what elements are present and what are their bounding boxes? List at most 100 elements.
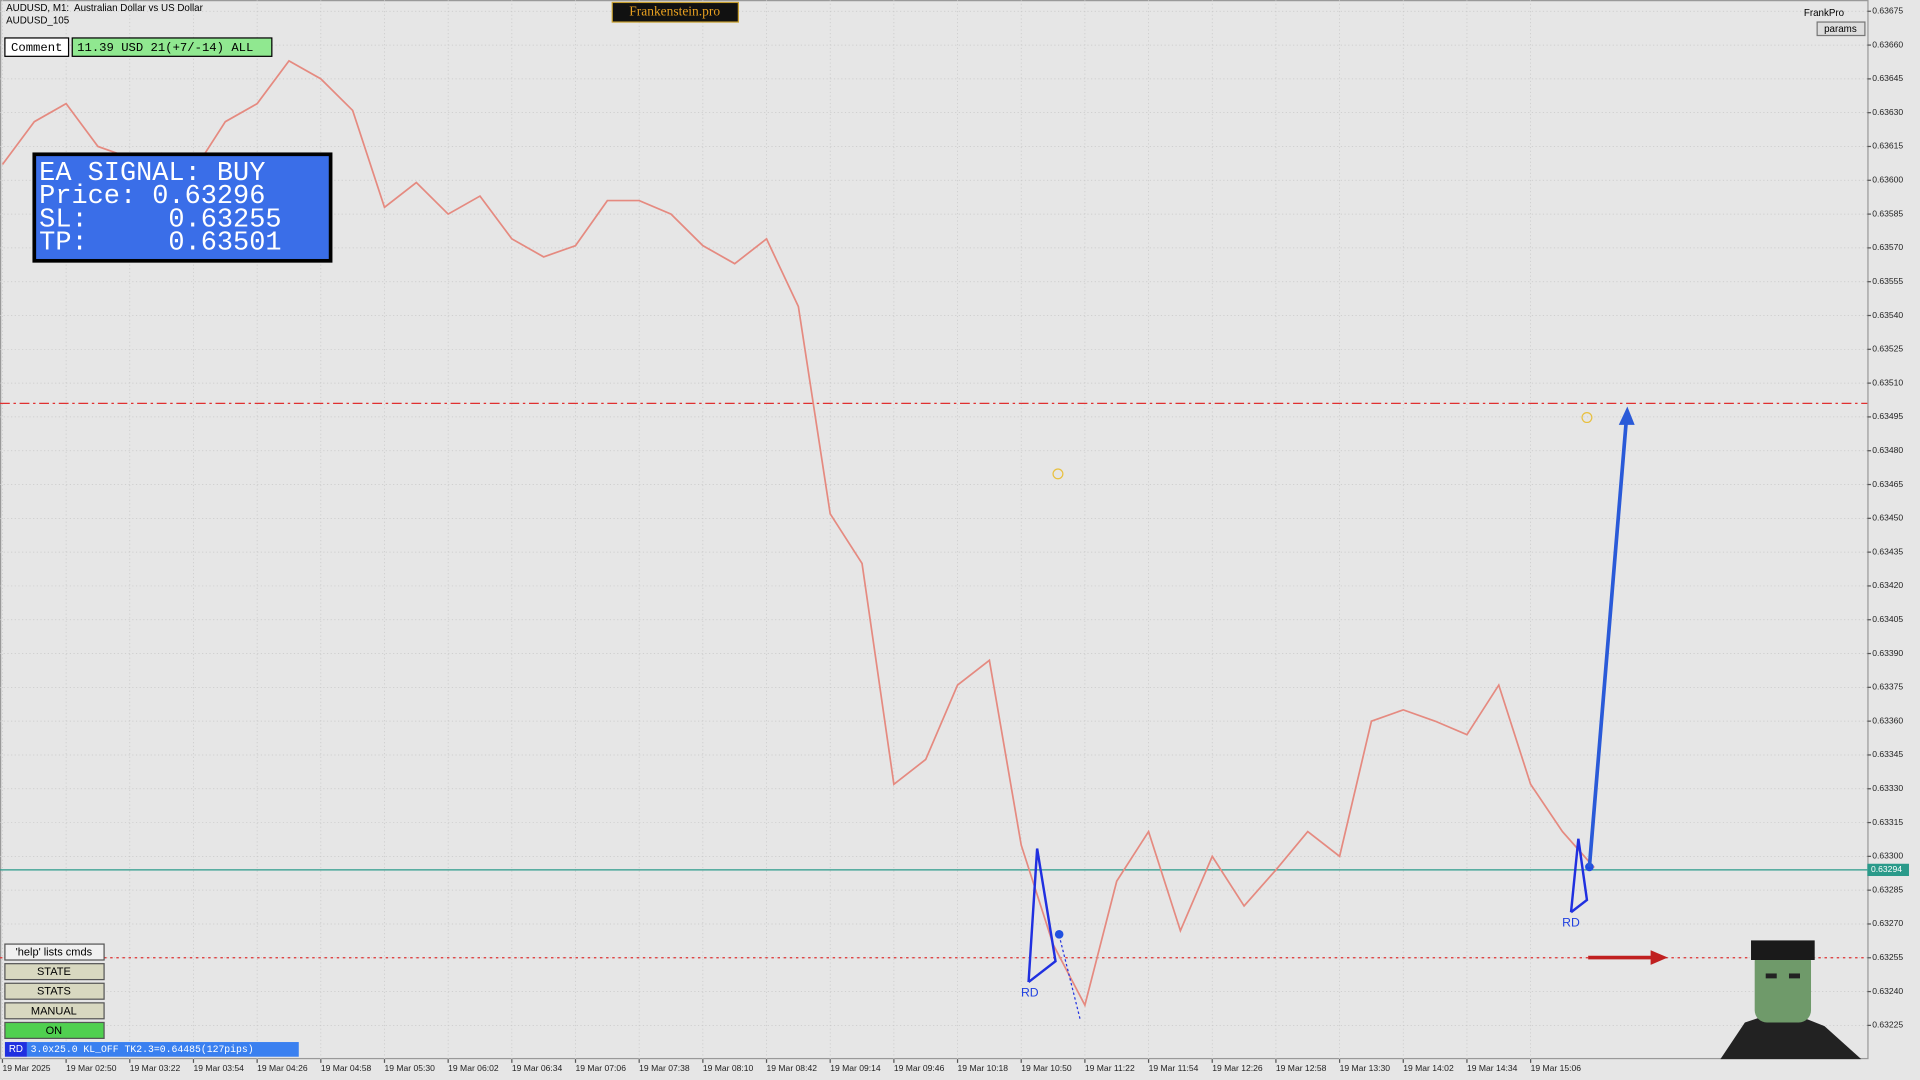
manual-label[interactable]: MANUAL bbox=[31, 1005, 77, 1017]
x-tick-label: 19 Mar 13:30 bbox=[1340, 1063, 1391, 1073]
x-tick-label: 19 Mar 14:34 bbox=[1467, 1063, 1518, 1073]
y-tick-label: 0.63480 bbox=[1872, 445, 1903, 455]
y-tick-label: 0.63420 bbox=[1872, 580, 1903, 590]
x-tick-label: 19 Mar 06:02 bbox=[448, 1063, 499, 1073]
signal-line: Price: 0.63296 bbox=[39, 182, 265, 212]
signal-line: EA SIGNAL: BUY bbox=[39, 159, 265, 189]
x-tick-label: 19 Mar 09:14 bbox=[830, 1063, 881, 1073]
on-button[interactable] bbox=[4, 1021, 105, 1039]
stats-button[interactable] bbox=[4, 982, 105, 1000]
status-tag-box bbox=[4, 1042, 27, 1057]
y-tick-label: 0.63285 bbox=[1872, 884, 1903, 894]
y-tick-label: 0.63360 bbox=[1872, 715, 1903, 725]
y-tick-label: 0.63435 bbox=[1872, 546, 1903, 556]
sl-arrow-head bbox=[1650, 950, 1668, 965]
x-tick-label: 19 Mar 05:30 bbox=[384, 1063, 435, 1073]
marker bbox=[1581, 412, 1593, 424]
brand-box bbox=[611, 1, 739, 23]
y-tick-label: 0.63645 bbox=[1872, 73, 1903, 83]
params-label[interactable]: params bbox=[1824, 24, 1857, 35]
mascot-eye bbox=[1765, 973, 1777, 979]
x-tick-label: 19 Mar 10:18 bbox=[958, 1063, 1009, 1073]
y-tick-label: 0.63465 bbox=[1872, 479, 1903, 489]
x-tick-label: 19 Mar 14:02 bbox=[1403, 1063, 1454, 1073]
y-tick-label: 0.63450 bbox=[1872, 513, 1903, 523]
x-tick-label: 19 Mar 06:34 bbox=[512, 1063, 563, 1073]
y-tick-label: 0.63345 bbox=[1872, 749, 1903, 759]
help-text: 'help' lists cmds bbox=[16, 947, 93, 959]
x-tick-label: 19 Mar 10:50 bbox=[1021, 1063, 1072, 1073]
x-tick-label: 19 Mar 03:22 bbox=[130, 1063, 181, 1073]
x-tick-label: 19 Mar 03:54 bbox=[193, 1063, 244, 1073]
series bbox=[1, 59, 1595, 1008]
price-tag-label: 0.63294 bbox=[1871, 864, 1902, 874]
mascot-body bbox=[1720, 1016, 1862, 1060]
pattern-label: RD bbox=[1562, 915, 1580, 929]
y-tick-label: 0.63225 bbox=[1872, 1020, 1903, 1030]
pattern-drawings: RD RD bbox=[1021, 406, 1668, 1019]
status-text: 3.0x25.0 KL_OFF TK2.3=0.64485(127pips) bbox=[31, 1044, 254, 1055]
y-tick-label: 0.63315 bbox=[1872, 817, 1903, 827]
state-label[interactable]: STATE bbox=[37, 966, 71, 978]
price-tag bbox=[1867, 863, 1909, 877]
x-tick-label: 19 Mar 08:10 bbox=[703, 1063, 754, 1073]
help-box bbox=[4, 943, 105, 961]
signal-line: TP: 0.63501 bbox=[39, 229, 281, 259]
y-tick-label: 0.63495 bbox=[1872, 411, 1903, 421]
comment-label: Comment bbox=[11, 41, 62, 55]
comment-value: 11.39 USD 21(+7/-14) ALL bbox=[77, 41, 253, 55]
y-tick-label: 0.63570 bbox=[1872, 242, 1903, 252]
symbol-sub: AUDUSD_105 bbox=[6, 15, 70, 26]
y-tick-label: 0.63300 bbox=[1872, 851, 1903, 861]
y-tick-label: 0.63390 bbox=[1872, 648, 1903, 658]
params-button[interactable] bbox=[1816, 21, 1866, 37]
marker bbox=[1052, 468, 1064, 480]
y-tick-label: 0.63600 bbox=[1872, 175, 1903, 185]
x-tick-label: 19 Mar 2025 bbox=[2, 1063, 50, 1073]
x-tick-label: 19 Mar 11:54 bbox=[1149, 1063, 1199, 1073]
tp-arrow bbox=[1587, 422, 1628, 868]
indicator-name: FrankPro bbox=[1804, 8, 1845, 19]
mascot-eye bbox=[1788, 973, 1800, 979]
state-button[interactable] bbox=[4, 963, 105, 981]
status-box bbox=[26, 1042, 299, 1057]
status-tag: RD bbox=[9, 1044, 23, 1055]
x-tick-label: 19 Mar 11:22 bbox=[1085, 1063, 1135, 1073]
x-tick-label: 19 Mar 07:38 bbox=[639, 1063, 690, 1073]
mascot-hair bbox=[1751, 940, 1815, 960]
rd-pattern bbox=[1027, 848, 1057, 984]
x-tick-label: 19 Mar 04:58 bbox=[321, 1063, 372, 1073]
signal-line: SL: 0.63255 bbox=[39, 205, 281, 235]
pattern-label: RD bbox=[1021, 985, 1039, 999]
marker bbox=[1054, 930, 1064, 939]
comment-value-box bbox=[71, 37, 273, 57]
y-tick-label: 0.63555 bbox=[1872, 276, 1903, 286]
stats-label[interactable]: STATS bbox=[37, 986, 71, 998]
y-tick-label: 0.63405 bbox=[1872, 614, 1903, 624]
y-tick-label: 0.63660 bbox=[1872, 39, 1903, 49]
y-tick-label: 0.63675 bbox=[1872, 6, 1903, 16]
symbol-title: AUDUSD, M1: Australian Dollar vs US Doll… bbox=[6, 3, 204, 14]
tp-arrow-head bbox=[1618, 406, 1635, 425]
x-tick-label: 19 Mar 15:06 bbox=[1531, 1063, 1582, 1073]
y-tick-label: 0.63630 bbox=[1872, 107, 1903, 117]
x-tick-label: 19 Mar 09:46 bbox=[894, 1063, 945, 1073]
x-tick-label: 19 Mar 08:42 bbox=[767, 1063, 818, 1073]
price-line bbox=[1, 59, 1595, 1008]
brand: Frankenstein.pro bbox=[629, 3, 720, 18]
x-tick-label: 19 Mar 12:26 bbox=[1212, 1063, 1263, 1073]
levels: 0.63294 bbox=[0, 402, 1909, 959]
plot-frame bbox=[0, 0, 1869, 1060]
y-tick-label: 0.63270 bbox=[1872, 918, 1903, 928]
y-tick-label: 0.63255 bbox=[1872, 952, 1903, 962]
manual-button[interactable] bbox=[4, 1002, 105, 1020]
signal-panel bbox=[32, 152, 333, 263]
y-tick-label: 0.63510 bbox=[1872, 377, 1903, 387]
y-tick-label: 0.63330 bbox=[1872, 783, 1903, 793]
rd-pattern bbox=[1569, 838, 1589, 914]
on-label[interactable]: ON bbox=[46, 1025, 63, 1037]
x-tick-label: 19 Mar 07:06 bbox=[576, 1063, 627, 1073]
